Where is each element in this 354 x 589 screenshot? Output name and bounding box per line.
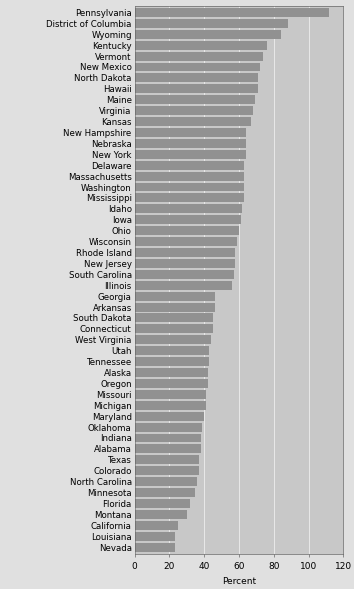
Bar	[135, 139, 246, 148]
Bar	[135, 30, 281, 39]
Bar	[135, 106, 253, 115]
Bar	[135, 216, 241, 224]
Bar	[135, 521, 178, 530]
Bar	[135, 204, 242, 213]
Bar	[135, 237, 237, 246]
Bar	[135, 390, 206, 399]
Bar	[135, 477, 197, 486]
Bar	[135, 499, 190, 508]
Bar	[135, 193, 244, 203]
Bar	[135, 379, 207, 388]
Bar	[135, 303, 215, 312]
Bar	[135, 488, 195, 497]
Bar	[135, 183, 244, 191]
Bar	[135, 171, 244, 181]
Bar	[135, 313, 213, 322]
Bar	[135, 292, 215, 300]
Bar	[135, 52, 263, 61]
Bar	[135, 117, 251, 126]
Bar	[135, 62, 260, 71]
Bar	[135, 41, 267, 49]
Bar	[135, 335, 211, 344]
Bar	[135, 423, 202, 432]
Bar	[135, 434, 201, 442]
Bar	[135, 259, 235, 268]
Bar	[135, 248, 235, 257]
Bar	[135, 368, 207, 377]
Bar	[135, 412, 204, 421]
Bar	[135, 226, 239, 235]
Bar	[135, 19, 288, 28]
Bar	[135, 161, 244, 170]
Bar	[135, 445, 201, 454]
Bar	[135, 325, 213, 333]
Bar	[135, 74, 258, 82]
Bar	[135, 455, 199, 464]
Bar	[135, 150, 246, 159]
Bar	[135, 8, 330, 17]
Bar	[135, 95, 255, 104]
Bar	[135, 466, 199, 475]
Bar	[135, 270, 234, 279]
Bar	[135, 532, 175, 541]
Bar	[135, 510, 187, 519]
X-axis label: Percent: Percent	[222, 577, 256, 585]
Bar	[135, 542, 175, 551]
Bar	[135, 401, 206, 410]
Bar	[135, 281, 232, 290]
Bar	[135, 84, 258, 93]
Bar	[135, 346, 209, 355]
Bar	[135, 128, 246, 137]
Bar	[135, 357, 209, 366]
